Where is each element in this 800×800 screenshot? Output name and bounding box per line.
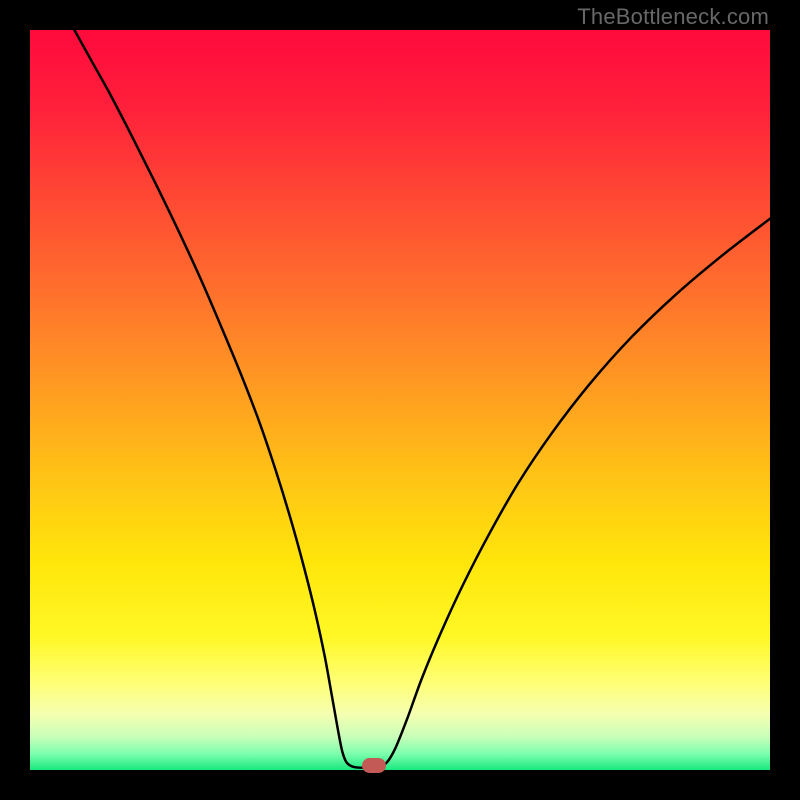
- chart-frame: [30, 30, 770, 770]
- chart-background: [30, 30, 770, 770]
- optimal-point-marker: [362, 758, 386, 773]
- chart-stage: TheBottleneck.com: [0, 0, 800, 800]
- watermark-text: TheBottleneck.com: [577, 4, 769, 30]
- bottleneck-chart: [30, 30, 770, 770]
